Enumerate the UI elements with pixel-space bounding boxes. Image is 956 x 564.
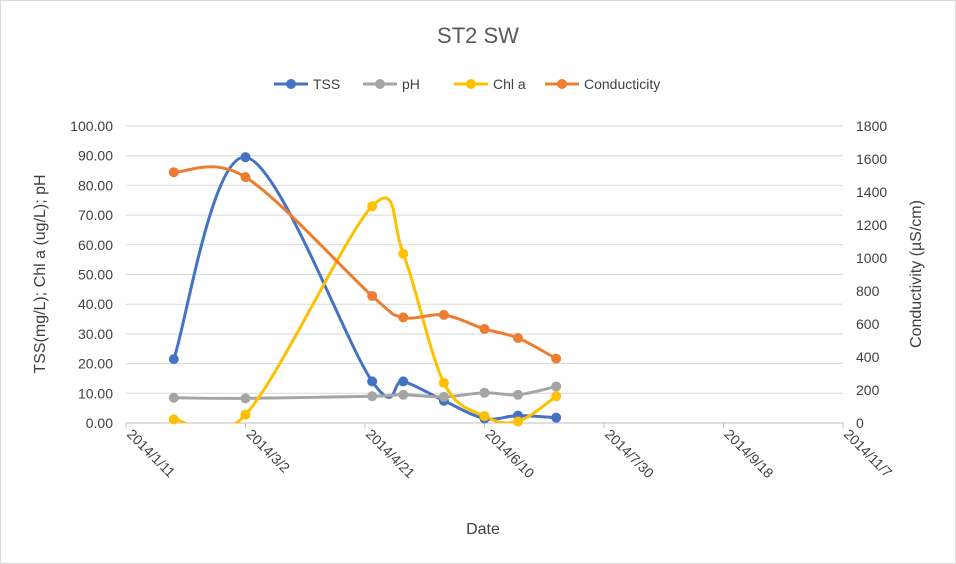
series-points (168, 152, 562, 427)
legend-label-ph: pH (402, 76, 420, 92)
data-point-ph (551, 381, 562, 392)
data-point-ph (438, 391, 449, 402)
data-point-conducticity (168, 167, 179, 178)
legend-label-tss: TSS (313, 76, 340, 92)
series-line-conducticity (172, 165, 558, 361)
data-point-tss (398, 376, 409, 387)
data-point-ph (240, 393, 251, 404)
y-tick-label: 40.00 (78, 296, 113, 312)
axes: 0.00 10.00 20.00 30.00 40.00 50.00 60.00 70.00 8… (70, 118, 895, 481)
legend-marker-chl-a (466, 79, 476, 89)
y-tick-label: 0.00 (86, 415, 113, 431)
legend-label-conducticity: Conducticity (584, 76, 660, 92)
y2-tick-label: 400 (856, 349, 880, 365)
chart-title: ST2 SW (437, 23, 519, 48)
y-tick-label: 10.00 (78, 385, 113, 401)
data-point-chl-a (512, 416, 523, 427)
series-lines (172, 155, 558, 423)
data-point-chl-a (479, 411, 490, 422)
y2-tick-label: 1400 (856, 184, 887, 200)
x-tick-label: 2014/6/10 (482, 426, 538, 482)
legend-marker-tss (286, 79, 296, 89)
series-line-tss (172, 155, 558, 421)
series-line-ph (172, 384, 558, 400)
legend-marker-ph (375, 79, 385, 89)
y-tick-label: 20.00 (78, 356, 113, 372)
y2-tick-label: 0 (856, 415, 864, 431)
data-point-conducticity (479, 323, 490, 334)
data-point-tss (240, 152, 251, 163)
x-tick-label: 2014/11/7 (841, 426, 896, 481)
y-tick-label: 90.00 (78, 148, 113, 164)
data-point-chl-a (398, 248, 409, 259)
y-tick-label: 100.00 (70, 118, 113, 134)
y-tick-label: 60.00 (78, 237, 113, 253)
x-tick-label: 2014/7/30 (602, 426, 658, 482)
data-point-ph (512, 389, 523, 400)
data-point-conducticity (367, 290, 378, 301)
y2-tick-label: 1800 (856, 118, 887, 134)
gridlines (126, 125, 843, 394)
y2-tick-label: 1200 (856, 217, 887, 233)
x-tick-label: 2014/1/11 (124, 426, 179, 481)
legend: TSS pH Chl a Conducticity (274, 76, 660, 92)
data-point-ph (479, 387, 490, 398)
y-tick-label: 80.00 (78, 177, 113, 193)
data-point-chl-a (367, 201, 378, 212)
data-point-conducticity (512, 333, 523, 344)
data-point-chl-a (551, 391, 562, 402)
y-axis-title: TSS(mg/L); Chl a (ug/L); pH (32, 174, 49, 373)
y2-tick-label: 200 (856, 382, 880, 398)
y-tick-label: 30.00 (78, 326, 113, 342)
y2-tick-label: 1600 (856, 151, 887, 167)
y-tick-label: 70.00 (78, 207, 113, 223)
data-point-ph (168, 392, 179, 403)
y2-axis-title: Conductivity (µS/cm) (908, 200, 925, 348)
y2-tick-label: 600 (856, 316, 880, 332)
data-point-conducticity (240, 172, 251, 183)
legend-marker-conducticity (557, 79, 567, 89)
x-tick-label: 2014/9/18 (721, 426, 777, 482)
data-point-chl-a (168, 414, 179, 425)
y-tick-label: 50.00 (78, 267, 113, 283)
data-point-ph (398, 389, 409, 400)
x-axis-title: Date (466, 521, 500, 538)
y2-tick-label: 1000 (856, 250, 887, 266)
x-tick-label: 2014/3/2 (243, 426, 293, 476)
data-point-conducticity (551, 353, 562, 364)
data-point-tss (168, 354, 179, 365)
data-point-tss (551, 412, 562, 423)
y2-tick-label: 800 (856, 283, 880, 299)
data-point-ph (367, 391, 378, 402)
data-point-tss (367, 376, 378, 387)
legend-label-chl-a: Chl a (493, 76, 526, 92)
data-point-conducticity (398, 312, 409, 323)
data-point-chl-a (240, 409, 251, 420)
data-point-chl-a (438, 377, 449, 388)
data-point-conducticity (438, 309, 449, 320)
x-tick-label: 2014/4/21 (363, 426, 419, 482)
